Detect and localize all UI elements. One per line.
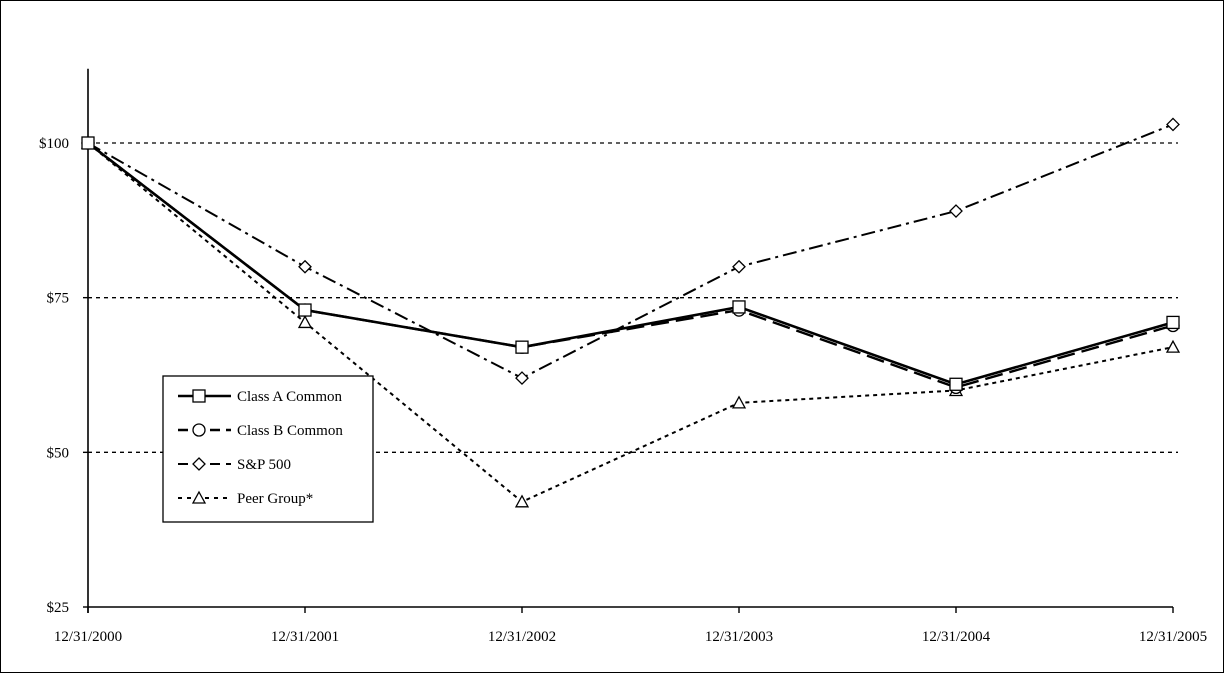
data-point-diamond — [298, 259, 312, 274]
legend-label: Peer Group* — [237, 491, 313, 507]
legend-marker-triangle — [191, 490, 207, 504]
y-tick-label: $50 — [47, 445, 70, 461]
data-point-square — [949, 377, 963, 391]
y-tick-label: $100 — [39, 136, 69, 152]
data-point-diamond — [1166, 117, 1180, 132]
y-tick-label: $25 — [47, 600, 70, 616]
series-line — [87, 142, 1174, 503]
x-tick-label: 12/31/2001 — [271, 629, 339, 645]
data-point-square — [515, 340, 529, 354]
data-point-square — [81, 136, 95, 150]
data-point-diamond — [732, 259, 746, 274]
series-line — [87, 141, 1174, 386]
data-point-diamond — [949, 204, 963, 218]
y-tick-label: $75 — [47, 291, 70, 307]
data-point-square — [732, 300, 746, 314]
data-point-triangle — [731, 395, 747, 409]
legend-marker-square — [192, 389, 206, 403]
series-square — [81, 136, 1180, 391]
data-point-square — [1166, 315, 1180, 330]
x-tick-label: 12/31/2004 — [922, 629, 991, 645]
legend-marker-circle — [192, 423, 206, 437]
series-lines — [80, 117, 1181, 508]
legend-label: Class A Common — [237, 389, 343, 405]
data-point-triangle — [1165, 339, 1181, 353]
x-tick-label: 12/31/2002 — [488, 629, 556, 645]
axes: $25 $50 $75 $100 12/31/2000 12/31/2001 12/31/2… — [39, 68, 1207, 645]
legend-marker-diamond — [192, 457, 206, 471]
x-tick-label: 12/31/2003 — [705, 629, 773, 645]
x-tick-label: 12/31/2000 — [54, 629, 122, 645]
x-tick-label: 12/31/2005 — [1139, 629, 1207, 645]
data-point-diamond — [515, 371, 529, 386]
data-point-triangle — [514, 494, 530, 508]
series-diamond — [81, 117, 1180, 386]
gridlines — [88, 142, 1178, 453]
legend-label: S&P 500 — [237, 457, 291, 473]
legend: Class A Common Class B Common S&P 500 Peer … — [162, 375, 374, 523]
series-line — [87, 142, 1174, 389]
data-point-triangle — [297, 315, 313, 329]
data-point-square — [298, 303, 312, 317]
series-line — [87, 123, 1174, 380]
legend-label: Class B Common — [237, 423, 343, 439]
